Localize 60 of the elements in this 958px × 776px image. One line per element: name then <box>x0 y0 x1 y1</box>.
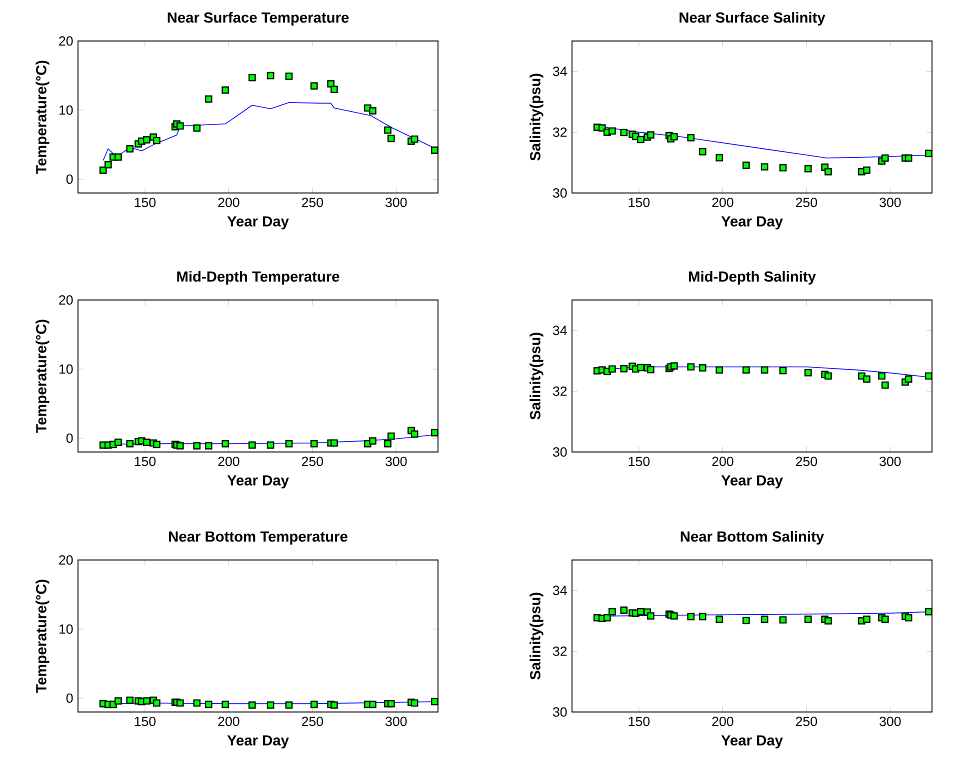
x-tick-label: 250 <box>302 456 324 466</box>
y-tick-label: 20 <box>59 555 73 565</box>
y-tick-label: 32 <box>552 127 567 137</box>
y-tick-label: 30 <box>552 707 567 717</box>
chart-title: Near Surface Temperature <box>168 12 349 26</box>
y-tick-label: 0 <box>66 433 73 443</box>
y-axis-title: Salinity(psu) <box>530 332 544 420</box>
x-tick-label: 250 <box>302 198 324 208</box>
y-tick-label: 30 <box>552 447 567 457</box>
x-tick-label: 250 <box>796 716 818 726</box>
x-tick-label: 300 <box>386 716 407 726</box>
x-tick-label: 150 <box>134 456 156 466</box>
x-axis-title: Year Day <box>721 475 783 488</box>
x-tick-label: 250 <box>302 716 324 726</box>
chart-title: Near Bottom Temperature <box>169 532 348 545</box>
y-tick-label: 32 <box>552 386 567 396</box>
x-tick-label: 200 <box>218 198 240 208</box>
x-tick-label: 300 <box>880 716 901 726</box>
x-tick-label: 200 <box>218 716 240 726</box>
y-tick-label: 10 <box>59 624 73 634</box>
x-tick-label: 150 <box>628 456 650 466</box>
y-tick-label: 30 <box>552 188 567 198</box>
x-tick-label: 150 <box>628 198 650 208</box>
x-tick-label: 200 <box>712 198 734 208</box>
chart-title: Near Surface Salinity <box>680 12 826 26</box>
y-axis-title: Temperature(°C) <box>36 580 50 693</box>
x-axis-title: Year Day <box>721 216 783 230</box>
x-tick-label: 200 <box>218 456 240 466</box>
y-tick-label: 34 <box>552 586 567 596</box>
y-tick-label: 34 <box>552 326 567 336</box>
y-tick-label: 0 <box>66 693 73 703</box>
chart-title: Mid-Depth Temperature <box>177 270 340 285</box>
x-axis-title: Year Day <box>721 735 783 748</box>
y-tick-label: 34 <box>552 66 567 76</box>
y-tick-label: 32 <box>552 646 567 656</box>
y-axis-title: Temperature(°C) <box>36 320 50 433</box>
x-tick-label: 300 <box>386 456 407 466</box>
chart-title: Near Bottom Salinity <box>680 530 824 545</box>
x-tick-label: 300 <box>386 198 407 208</box>
y-tick-label: 10 <box>59 105 73 115</box>
x-axis-title: Year Day <box>227 475 289 488</box>
x-tick-label: 250 <box>796 198 818 208</box>
x-tick-label: 200 <box>712 716 734 726</box>
x-tick-label: 150 <box>628 716 650 726</box>
y-tick-label: 20 <box>59 295 73 305</box>
x-tick-label: 300 <box>880 456 901 466</box>
x-axis-title: Year Day <box>227 735 289 748</box>
x-axis-title: Year Day <box>227 216 289 230</box>
y-axis-title: Temperature(°C) <box>36 60 50 174</box>
x-tick-label: 300 <box>880 198 901 208</box>
x-tick-label: 200 <box>712 456 734 466</box>
x-tick-label: 150 <box>134 198 156 208</box>
y-tick-label: 10 <box>59 364 73 374</box>
chart-title: Mid-Depth Salinity <box>689 270 816 285</box>
y-tick-label: 20 <box>59 36 73 46</box>
y-axis-title: Salinity(psu) <box>530 74 544 161</box>
x-tick-label: 250 <box>796 456 818 466</box>
y-axis-title: Salinity(psu) <box>530 592 544 680</box>
y-tick-label: 0 <box>66 174 73 184</box>
x-tick-label: 150 <box>134 716 156 726</box>
